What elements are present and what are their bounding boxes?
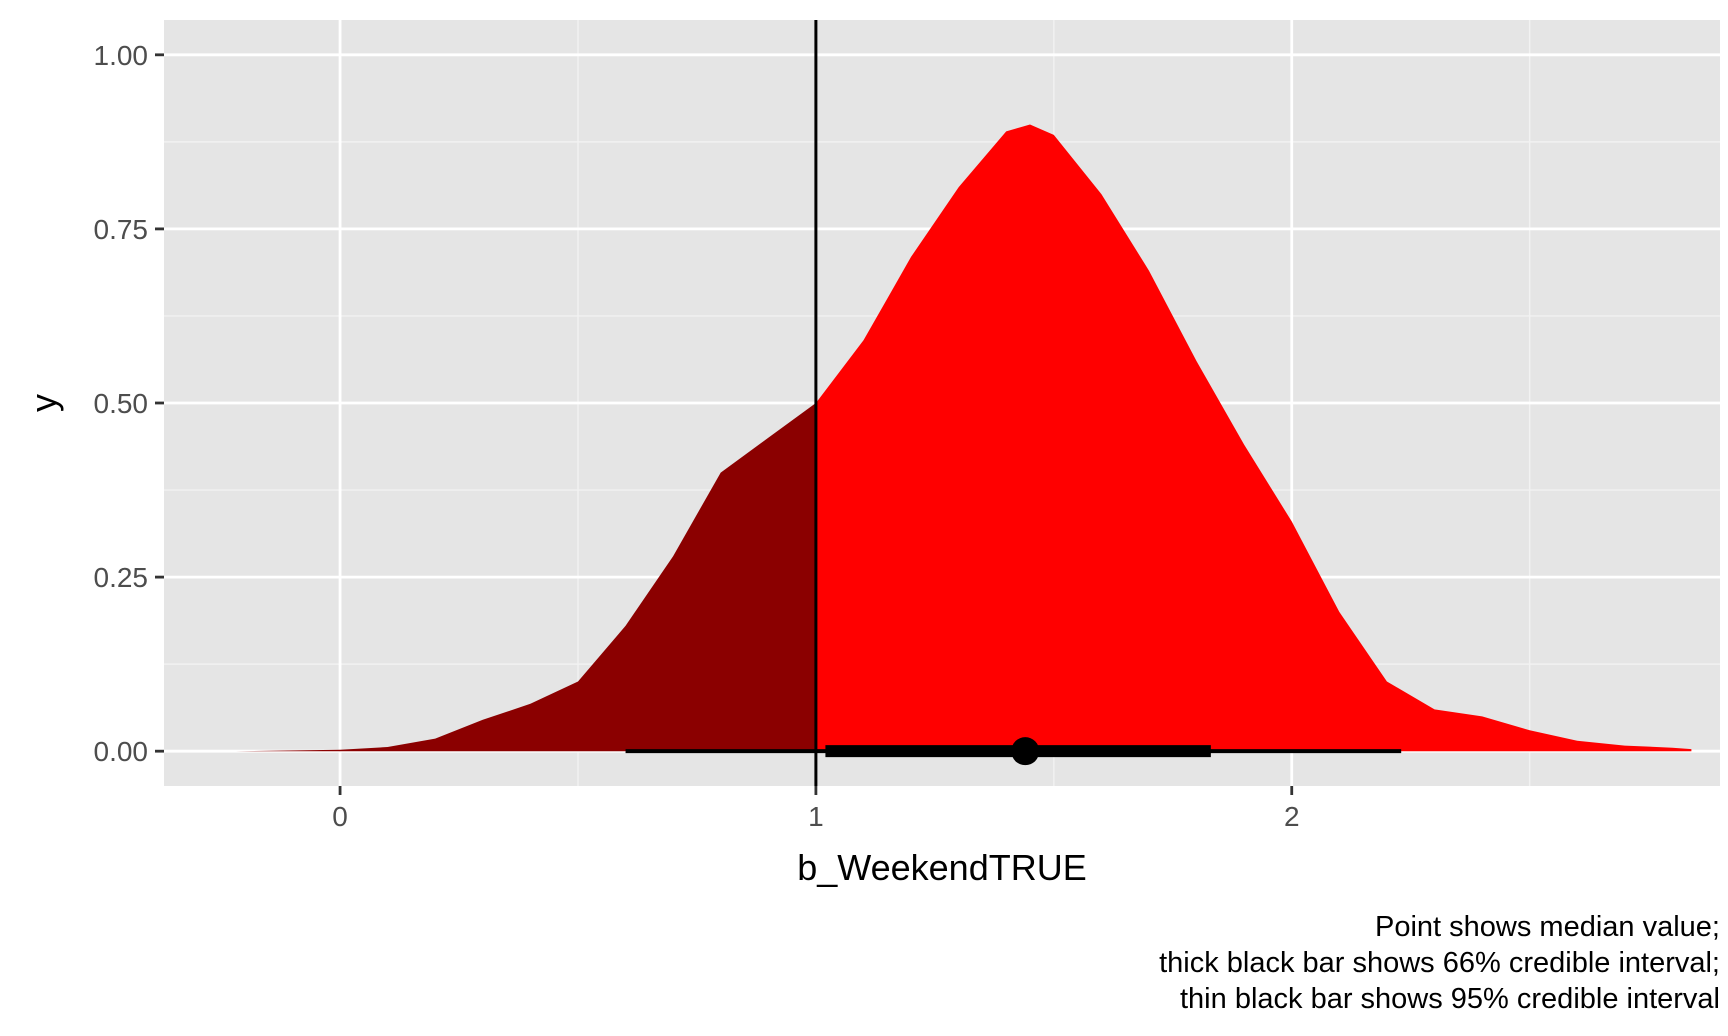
- caption: Point shows median value; thick black bar…: [1159, 911, 1720, 1015]
- y-tick-label: 0.25: [94, 562, 149, 593]
- y-tick-label: 0.00: [94, 736, 149, 767]
- x-tick-label: 2: [1284, 801, 1300, 832]
- y-tick-label: 0.75: [94, 214, 149, 245]
- density-area-above-reference: [815, 124, 1692, 752]
- density-layer: [235, 20, 1692, 786]
- median-point: [1011, 737, 1040, 766]
- interval-layer: [625, 737, 1402, 766]
- caption-line: Point shows median value;: [1375, 911, 1720, 943]
- y-axis-title: y: [23, 394, 64, 412]
- density-area-below-reference: [235, 403, 816, 752]
- y-tick-label: 1.00: [94, 40, 149, 71]
- x-tick-label: 0: [332, 801, 348, 832]
- y-axis: 0.00 0.25 0.50 0.75 1.00: [94, 40, 164, 767]
- x-axis: 0 1 2: [332, 786, 1300, 832]
- caption-line: thin black bar shows 95% credible interv…: [1180, 983, 1720, 1015]
- x-tick-label: 1: [808, 801, 824, 832]
- y-tick-label: 0.50: [94, 388, 149, 419]
- x-axis-title: b_WeekendTRUE: [797, 847, 1086, 888]
- caption-line: thick black bar shows 66% credible inter…: [1159, 947, 1720, 979]
